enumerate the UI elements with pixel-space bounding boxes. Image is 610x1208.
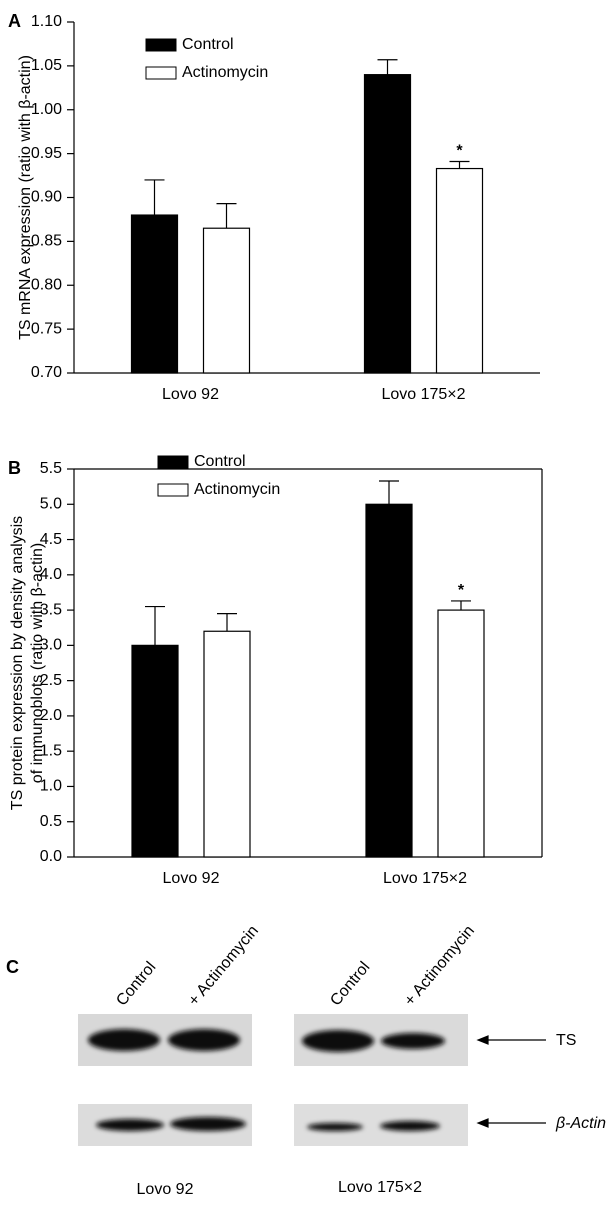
x-tick-label: Lovo 92 — [163, 870, 220, 887]
y-tick-label: 1.5 — [40, 742, 62, 759]
legend-swatch — [158, 484, 188, 496]
group-label: Lovo 175×2 — [338, 1179, 422, 1196]
lane-label: + Actinomycin — [185, 922, 262, 1009]
y-tick-label: 1.05 — [31, 57, 62, 74]
bar — [132, 645, 178, 857]
annotation: * — [458, 582, 465, 599]
panel-label: A — [8, 11, 21, 31]
y-tick-label: 0.90 — [31, 189, 62, 206]
error-bar — [451, 601, 471, 610]
y-tick-label: 1.10 — [31, 13, 62, 30]
bar — [132, 215, 178, 373]
y-tick-label: 2.5 — [40, 672, 62, 689]
band-label: TS — [556, 1032, 576, 1049]
bar — [365, 75, 411, 373]
y-tick-label: 0.85 — [31, 233, 62, 250]
legend-label: Control — [194, 453, 246, 470]
y-tick-label: 4.5 — [40, 531, 62, 548]
x-tick-label: Lovo 92 — [162, 386, 219, 403]
bar — [204, 631, 250, 857]
y-tick-label: 5.0 — [40, 495, 62, 512]
y-tick-label: 2.0 — [40, 707, 62, 724]
legend-swatch — [146, 67, 176, 79]
x-tick-label: Lovo 175×2 — [381, 386, 465, 403]
panel-label: C — [6, 957, 19, 977]
bar — [437, 169, 483, 373]
band-label: β-Actin — [555, 1115, 606, 1132]
error-bar — [378, 60, 398, 75]
error-bar — [379, 481, 399, 504]
legend-swatch — [158, 456, 188, 468]
legend-label: Actinomycin — [182, 64, 268, 81]
y-tick-label: 5.5 — [40, 460, 62, 477]
y-tick-label: 0.0 — [40, 848, 62, 865]
y-axis-label: TS protein expression by density analysi… — [9, 516, 26, 810]
panel-label: B — [8, 458, 21, 478]
legend-swatch — [146, 39, 176, 51]
blot-images — [78, 1014, 468, 1146]
lane-label: + Actinomycin — [401, 922, 478, 1009]
y-tick-label: 3.5 — [40, 601, 62, 618]
arrows — [478, 1036, 546, 1127]
y-tick-label: 0.95 — [31, 145, 62, 162]
bar — [204, 228, 250, 373]
legend-label: Actinomycin — [194, 481, 280, 498]
y-tick-label: 0.75 — [31, 320, 62, 337]
y-tick-label: 0.5 — [40, 813, 62, 830]
x-tick-label: Lovo 175×2 — [383, 870, 467, 887]
y-tick-label: 3.0 — [40, 637, 62, 654]
y-tick-label: 4.0 — [40, 566, 62, 583]
y-tick-label: 0.70 — [31, 364, 62, 381]
lane-label: Control — [113, 959, 159, 1009]
error-bar — [450, 162, 470, 169]
legend-label: Control — [182, 36, 234, 53]
lane-label: Control — [327, 959, 373, 1009]
bar — [438, 610, 484, 857]
error-bar — [217, 204, 237, 229]
y-tick-label: 0.80 — [31, 276, 62, 293]
annotation: * — [456, 143, 463, 160]
error-bar — [145, 607, 165, 646]
error-bar — [145, 180, 165, 215]
figure: C TS β-Actin Control + Actinomycin Contr… — [0, 0, 610, 1203]
group-label: Lovo 92 — [137, 1181, 194, 1198]
bar — [366, 504, 412, 857]
error-bar — [217, 614, 237, 632]
y-tick-label: 1.0 — [40, 778, 62, 795]
y-tick-label: 1.00 — [31, 101, 62, 118]
